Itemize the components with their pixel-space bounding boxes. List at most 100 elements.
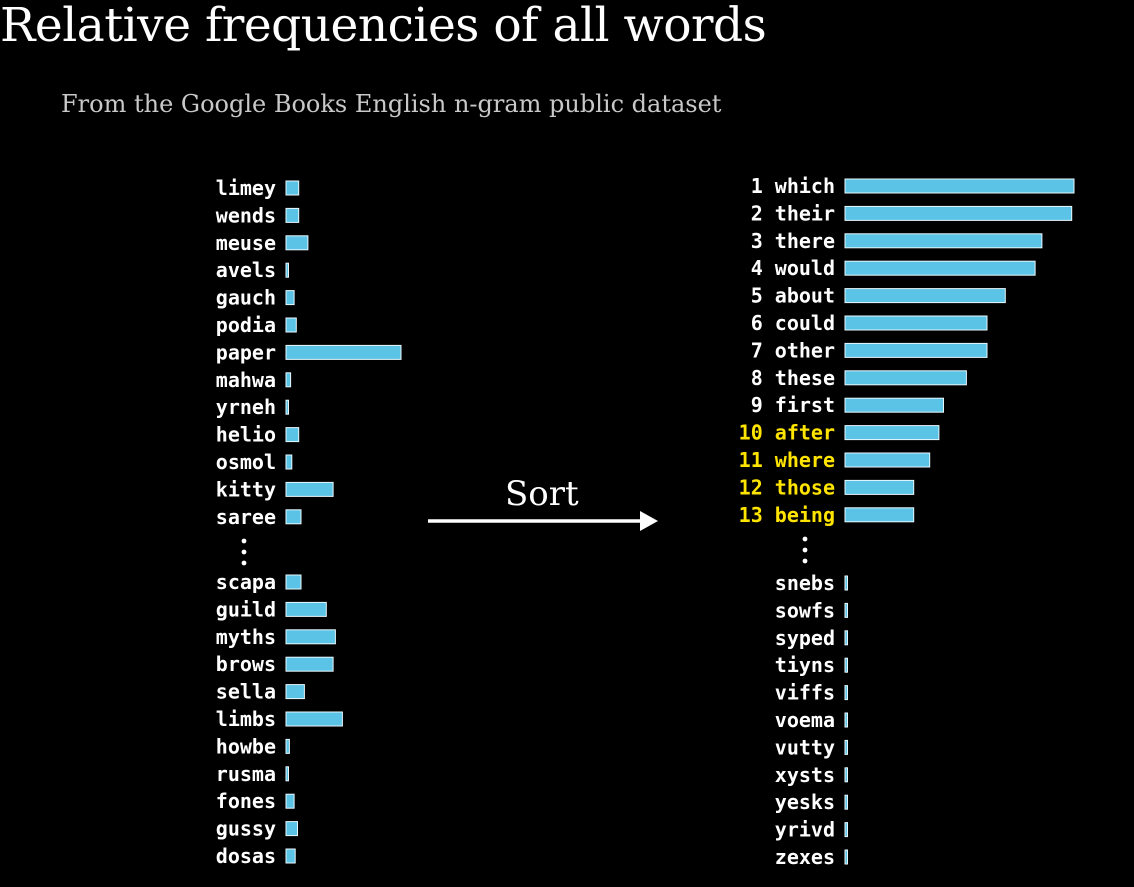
word-label: tiyns (775, 653, 835, 677)
frequency-bar (844, 452, 931, 468)
frequency-bar (844, 233, 1043, 249)
word-label: paper (216, 340, 276, 364)
frequency-bar (285, 766, 289, 782)
ellipsis-dot (802, 536, 808, 542)
ranked-word-label: 9 first (751, 393, 835, 417)
frequency-bar (844, 575, 848, 591)
frequency-bar (844, 205, 1073, 221)
word-label: xysts (775, 763, 835, 787)
ellipsis-dot (241, 549, 247, 555)
frequency-bar (844, 739, 848, 755)
ranked-word-label: 8 these (751, 366, 835, 390)
frequency-bar (844, 397, 944, 413)
word-label: fones (216, 789, 276, 813)
word-label: yesks (775, 790, 835, 814)
frequency-bar (844, 425, 940, 441)
ellipsis-dot (241, 538, 247, 544)
word-label: voema (775, 708, 835, 732)
frequency-bar (285, 601, 327, 617)
frequency-bar (844, 849, 848, 865)
frequency-bar (844, 712, 848, 728)
frequency-bar (285, 711, 343, 727)
ellipsis-dot (241, 560, 247, 566)
ranked-word-label: 13 being (739, 503, 835, 527)
word-label: snebs (775, 571, 835, 595)
frequency-bar (844, 178, 1075, 194)
word-label: mahwa (216, 368, 276, 392)
ranked-word-label: 12 those (739, 475, 835, 499)
ellipsis-dot (802, 547, 808, 553)
frequency-bar (285, 848, 296, 864)
word-label: guild (216, 597, 276, 621)
word-label: limbs (216, 707, 276, 731)
ellipsis-dot (802, 558, 808, 564)
ranked-word-label: 2 their (751, 201, 835, 225)
word-label: sowfs (775, 598, 835, 622)
frequency-bar (285, 793, 295, 809)
word-label: brows (216, 652, 276, 676)
frequency-bar (844, 370, 967, 386)
frequency-bar (844, 685, 848, 701)
word-label: dosas (216, 844, 276, 868)
ranked-word-label: 7 other (751, 338, 835, 362)
word-label: zexes (775, 845, 835, 869)
frequency-bar (285, 180, 300, 196)
word-label: podia (216, 313, 276, 337)
frequency-bar (285, 235, 309, 251)
word-label: gussy (216, 817, 276, 841)
frequency-bar (844, 260, 1036, 276)
ranked-word-label: 1 which (751, 174, 835, 198)
sort-label: Sort (505, 474, 579, 514)
frequency-bar (844, 602, 848, 618)
word-label: syped (775, 626, 835, 650)
word-label: sella (216, 680, 276, 704)
frequency-bar (844, 822, 848, 838)
word-label: osmol (216, 450, 276, 474)
word-label: gauch (216, 286, 276, 310)
frequency-bar (285, 509, 302, 525)
ranked-word-label: 11 where (739, 448, 835, 472)
word-label: limey (216, 176, 276, 200)
page-title: Relative frequencies of all words (0, 0, 767, 53)
frequency-bar (844, 479, 915, 495)
ranked-word-label: 5 about (751, 284, 835, 308)
ranked-word-label: 3 there (751, 229, 835, 253)
frequency-bar (285, 738, 290, 754)
sort-arrow-head (640, 511, 658, 531)
frequency-bar (844, 342, 988, 358)
frequency-bar (285, 262, 289, 278)
ranked-word-label: 4 would (751, 256, 835, 280)
ranked-word-label: 10 after (739, 421, 835, 445)
word-label: avels (216, 258, 276, 282)
frequency-bar (844, 630, 848, 646)
frequency-bar (285, 454, 293, 470)
frequency-bar (285, 427, 300, 443)
word-label: wends (216, 203, 276, 227)
frequency-bar (285, 684, 305, 700)
word-label: saree (216, 505, 276, 529)
frequency-bar (285, 821, 298, 837)
frequency-bar (285, 481, 334, 497)
frequency-bar (844, 794, 848, 810)
page-subtitle: From the Google Books English n-gram pub… (61, 90, 722, 118)
word-label: scapa (216, 570, 276, 594)
frequency-bar (285, 344, 402, 360)
word-label: yrneh (216, 395, 276, 419)
frequency-bar (285, 629, 336, 645)
frequency-bar (844, 507, 915, 523)
frequency-bar (285, 399, 289, 415)
frequency-bar (285, 574, 302, 590)
frequency-bar (844, 657, 848, 673)
frequency-bar (285, 207, 300, 223)
word-label: rusma (216, 762, 276, 786)
frequency-bar (285, 656, 334, 672)
ranked-word-label: 6 could (751, 311, 835, 335)
word-label: kitty (216, 477, 276, 501)
word-label: helio (216, 423, 276, 447)
word-label: viffs (775, 681, 835, 705)
frequency-bar (285, 372, 292, 388)
frequency-bar (285, 317, 297, 333)
word-label: howbe (216, 734, 276, 758)
frequency-bar (844, 767, 848, 783)
